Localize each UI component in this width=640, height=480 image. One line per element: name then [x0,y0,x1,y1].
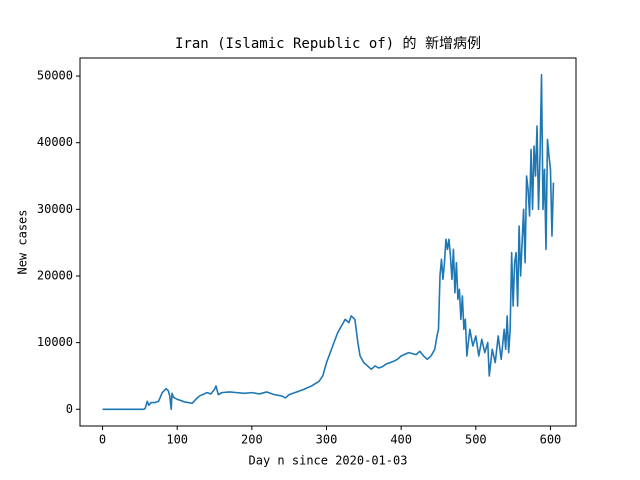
x-tick-label: 0 [99,433,106,447]
y-tick-label: 10000 [37,335,73,349]
x-axis-label: Day n since 2020-01-03 [249,454,408,468]
y-tick-label: 30000 [37,202,73,216]
y-tick-label: 40000 [37,135,73,149]
x-tick-label: 300 [316,433,338,447]
data-line [102,73,555,411]
axes-frame [79,57,577,427]
x-tick-label: 400 [390,433,412,447]
plot-area [102,73,555,411]
x-tick-label: 500 [465,433,487,447]
x-tick-label: 100 [166,433,188,447]
x-tick-label: 200 [241,433,263,447]
y-tick-label: 50000 [37,69,73,83]
y-axis-label: New cases [16,209,30,274]
y-tick-label: 20000 [37,268,73,282]
x-tick-label: 600 [540,433,562,447]
chart-title: Iran (Islamic Republic of) 的 新增病例 [175,36,481,52]
y-tick-label: 0 [66,402,73,416]
